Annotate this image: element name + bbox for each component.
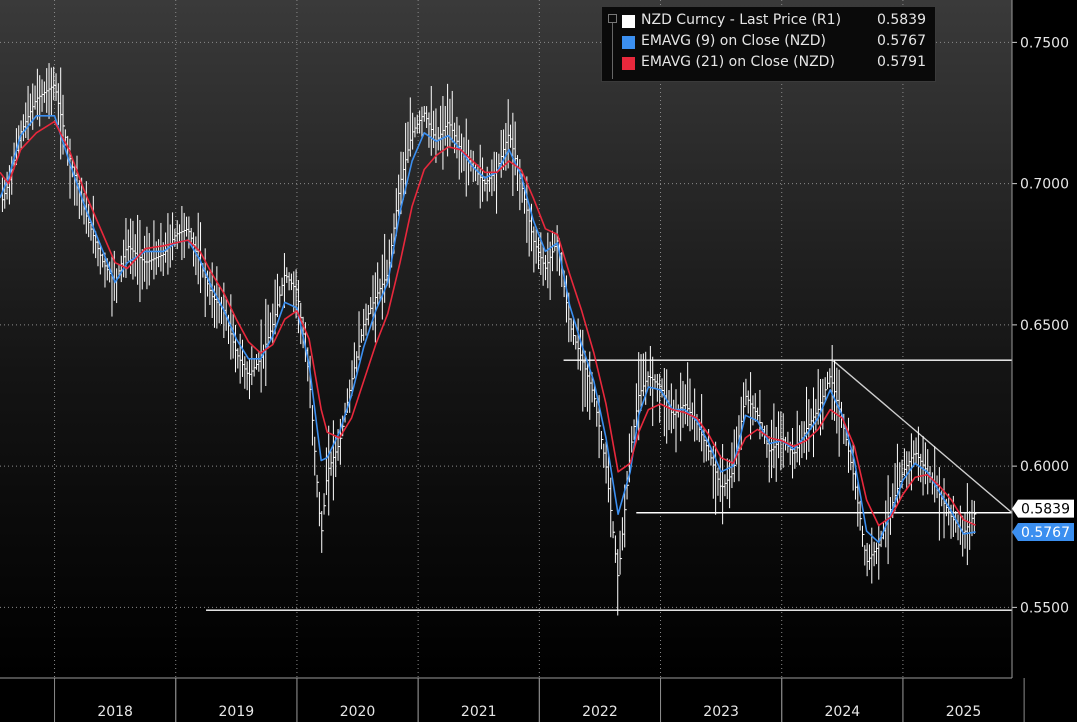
y-tick-label: 0.5500 [1020, 600, 1069, 616]
x-tick-label: 2023 [703, 704, 739, 720]
series-lines [0, 115, 976, 544]
price-tag-label: 0.5839 [1021, 502, 1070, 518]
y-tick-label: 0.7000 [1020, 177, 1069, 193]
grid [0, 0, 1012, 678]
legend-value: 0.5791 [877, 54, 926, 70]
x-axis: 2018 2019 2020 2021 2022 2023 2024 2025 [0, 677, 1025, 722]
x-tick-label: 2020 [340, 704, 376, 720]
legend-item-price[interactable]: NZD Curncy - Last Price (R1) 0.5839 [602, 11, 932, 31]
y-tick-label: 0.6000 [1020, 459, 1069, 475]
legend-collapse-icon[interactable] [608, 14, 617, 23]
x-tick-label: 2022 [582, 704, 618, 720]
price-labels: 0.5839 0.5767 [1012, 499, 1074, 541]
x-tick-label: 2025 [946, 704, 982, 720]
price-tag [1012, 522, 1074, 541]
legend-label: NZD Curncy - Last Price (R1) [641, 12, 842, 28]
y-tick-label: 0.6500 [1020, 318, 1069, 334]
legend-value: 0.5839 [877, 12, 926, 28]
legend-item-ema9[interactable]: EMAVG (9) on Close (NZD) 0.5767 [602, 32, 932, 52]
x-tick-label: 2018 [97, 704, 133, 720]
price-tag-label: 0.5767 [1021, 525, 1070, 541]
trend-line [832, 359, 1013, 514]
y-axis: 0.7500 0.7000 0.6500 0.6000 0.5500 [1011, 0, 1069, 678]
y-tick-label: 0.7500 [1020, 35, 1069, 51]
legend-label: EMAVG (9) on Close (NZD) [641, 33, 827, 49]
legend-label: EMAVG (21) on Close (NZD) [641, 54, 835, 70]
ema9-line [0, 115, 976, 544]
legend-tree-line [612, 23, 613, 79]
x-tick-label: 2024 [825, 704, 861, 720]
legend-value: 0.5767 [877, 33, 926, 49]
chart-legend: NZD Curncy - Last Price (R1) 0.5839 EMAV… [601, 6, 936, 82]
ema21-line [0, 120, 976, 527]
axis-background [1012, 0, 1077, 722]
legend-swatch-icon [622, 57, 635, 70]
legend-swatch-icon [622, 36, 635, 49]
reference-lines [206, 359, 1013, 611]
x-tick-label: 2021 [461, 704, 497, 720]
legend-item-ema21[interactable]: EMAVG (21) on Close (NZD) 0.5791 [602, 53, 932, 73]
legend-swatch-icon [622, 15, 635, 28]
time-axis-background [0, 678, 1012, 722]
plot-background [0, 0, 1012, 678]
price-tag [1012, 499, 1074, 518]
x-tick-label: 2019 [219, 704, 255, 720]
